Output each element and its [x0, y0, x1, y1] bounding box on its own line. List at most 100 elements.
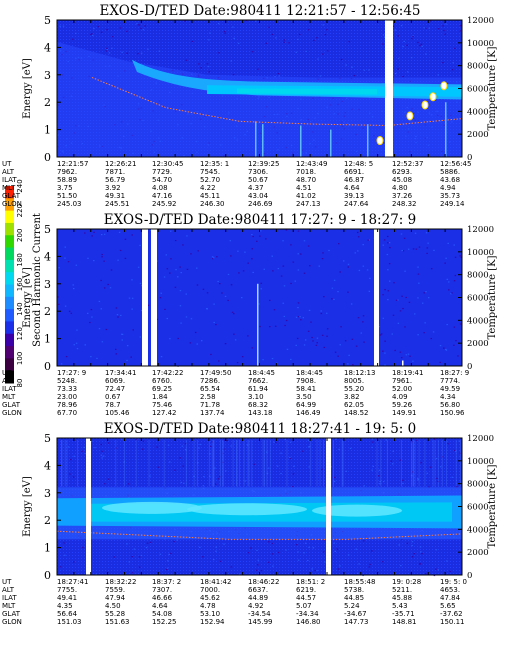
ephemeris-cell: 68.32	[248, 401, 268, 409]
colorbar-tick-label: 200	[16, 229, 24, 242]
speckle-dot	[233, 333, 235, 335]
speckle-dot	[324, 561, 326, 563]
speckle-dot	[107, 283, 109, 286]
speckle-dot	[384, 364, 386, 366]
y-right-tick-label: 12000	[467, 225, 494, 235]
speckle-dot	[394, 349, 396, 352]
speckle-dot	[322, 24, 324, 26]
speckle-dot	[308, 445, 311, 448]
speckle-dot	[455, 450, 457, 452]
noise-streak	[232, 440, 234, 487]
ephemeris-row-label: UT	[2, 160, 12, 168]
speckle-dot	[425, 232, 428, 234]
ephemeris-cell: 7306.	[248, 168, 268, 176]
noise-streak	[193, 440, 195, 487]
speckle-dot	[91, 235, 93, 237]
chart-time-range: 17:27: 9 - 18:27: 9	[286, 212, 416, 228]
speckle-dot	[379, 334, 382, 336]
speckle-dot	[292, 473, 295, 475]
speckle-dot	[100, 279, 102, 282]
speckle-dot	[441, 456, 444, 458]
speckle-dot	[390, 460, 393, 462]
chart-title-instrument: EXOS-D/TED	[99, 3, 189, 19]
speckle-dot	[421, 45, 424, 47]
speckle-dot	[214, 467, 216, 469]
ephemeris-cell: 7018.	[296, 168, 316, 176]
speckle-dot	[430, 337, 433, 340]
ephemeris-cell: 75.46	[152, 401, 173, 409]
speckle-dot	[452, 62, 454, 64]
speckle-dot	[269, 299, 271, 302]
speckle-dot	[321, 468, 323, 470]
speckle-dot	[139, 282, 142, 284]
speckle-dot	[447, 242, 449, 244]
ephemeris-cell: 249.14	[440, 200, 465, 208]
ephemeris-cell: 56.79	[105, 176, 125, 184]
speckle-dot	[262, 359, 264, 361]
speckle-dot	[100, 454, 103, 456]
speckle-dot	[420, 43, 423, 45]
speckle-dot	[454, 47, 456, 49]
ephemeris-cell: 145.99	[248, 618, 273, 626]
speckle-dot	[244, 480, 247, 482]
speckle-dot	[278, 75, 280, 77]
speckle-dot	[289, 457, 292, 459]
ephemeris-cell: 72.47	[105, 385, 125, 393]
speckle-dot	[138, 556, 141, 558]
speckle-dot	[313, 39, 315, 41]
speckle-dot	[260, 569, 263, 572]
speckle-dot	[402, 482, 404, 485]
speckle-dot	[127, 483, 130, 485]
speckle-dot	[219, 560, 222, 562]
speckle-dot	[272, 270, 274, 272]
noise-streak	[213, 440, 215, 487]
speckle-dot	[322, 551, 325, 553]
speckle-dot	[308, 546, 310, 548]
speckle-dot	[223, 439, 225, 441]
speckle-dot	[425, 27, 427, 29]
y-tick-label: 1	[44, 542, 51, 555]
speckle-dot	[321, 334, 324, 336]
speckle-dot	[267, 561, 270, 563]
ephemeris-cell: 5.24	[344, 602, 360, 610]
ephemeris-cell: 3.92	[105, 184, 121, 192]
speckle-dot	[283, 285, 286, 287]
speckle-dot	[101, 253, 103, 256]
speckle-dot	[339, 344, 342, 346]
speckle-dot	[102, 455, 105, 457]
speckle-dot	[260, 282, 263, 284]
ephemeris-cell: 3.82	[344, 393, 360, 401]
speckle-dot	[120, 333, 123, 335]
speckle-dot	[75, 342, 78, 344]
noise-streak	[148, 440, 150, 487]
y-axis-right-label: Temperature [K]	[487, 464, 498, 548]
data-gap	[385, 20, 393, 157]
speckle-dot	[226, 439, 229, 442]
speckle-dot	[404, 326, 406, 328]
speckle-dot	[131, 297, 134, 299]
speckle-dot	[138, 24, 141, 26]
ephemeris-cell: 12:30:45	[152, 160, 183, 168]
speckle-dot	[183, 482, 185, 484]
colorbar-segment	[5, 358, 14, 372]
colorbar-tick-label: 220	[16, 204, 24, 217]
chart-panel: EXOS-D/TED Date:980411 18:27:41 - 19: 5:…	[2, 421, 498, 626]
speckle-dot	[106, 29, 108, 31]
speckle-dot	[333, 480, 336, 483]
speckle-dot	[166, 317, 169, 320]
speckle-dot	[103, 260, 105, 262]
speckle-dot	[384, 352, 386, 354]
speckle-dot	[184, 443, 187, 445]
speckle-dot	[334, 351, 337, 353]
ephemeris-cell: 4.22	[200, 184, 216, 192]
speckle-dot	[437, 74, 440, 76]
speckle-dot	[397, 35, 399, 37]
speckle-dot	[445, 348, 447, 351]
ephemeris-cell: 43.68	[440, 176, 460, 184]
speckle-dot	[426, 247, 429, 249]
ephemeris-cell: 12:26:21	[105, 160, 136, 168]
ephemeris-cell: 47.94	[105, 594, 126, 602]
speckle-dot	[101, 457, 103, 459]
speckle-dot	[296, 337, 299, 340]
ephemeris-cell: 45.08	[392, 176, 412, 184]
